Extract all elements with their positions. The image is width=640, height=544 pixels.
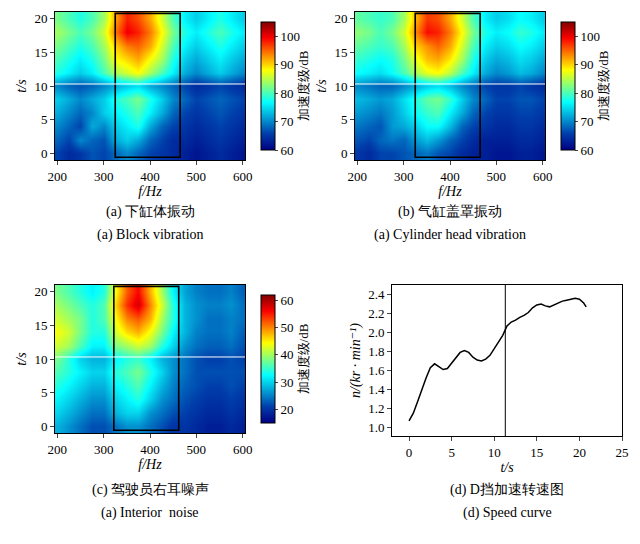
svg-text:(c) 驾驶员右耳噪声: (c) 驾驶员右耳噪声 [92,482,209,498]
svg-text:10: 10 [34,79,47,94]
svg-text:20: 20 [334,11,347,26]
svg-text:20: 20 [34,11,47,26]
svg-text:200: 200 [48,442,68,457]
svg-text:200: 200 [348,169,368,184]
svg-text:f/Hz: f/Hz [438,184,462,199]
svg-text:f/Hz: f/Hz [138,457,162,472]
svg-text:t/s: t/s [14,79,29,93]
svg-text:90: 90 [281,57,294,72]
svg-text:(d) Speed curve: (d) Speed curve [463,505,552,521]
svg-text:500: 500 [487,169,507,184]
svg-text:5: 5 [41,385,48,400]
svg-text:t/s: t/s [314,79,329,93]
svg-text:0: 0 [41,419,48,434]
svg-text:80: 80 [581,86,594,101]
svg-text:50: 50 [281,320,294,335]
svg-text:300: 300 [94,442,114,457]
svg-text:n/(kr · min⁻¹): n/(kr · min⁻¹) [348,323,364,398]
svg-text:1.8: 1.8 [368,344,384,359]
svg-text:300: 300 [94,169,114,184]
svg-text:t/s: t/s [500,460,514,475]
svg-text:0: 0 [41,146,48,161]
svg-text:200: 200 [48,169,68,184]
svg-text:15: 15 [334,45,347,60]
svg-text:90: 90 [581,57,594,72]
svg-text:(a) 下缸体振动: (a) 下缸体振动 [106,204,195,220]
svg-text:60: 60 [281,143,294,158]
svg-text:40: 40 [281,347,294,362]
svg-text:25: 25 [616,445,629,460]
svg-text:10: 10 [488,445,501,460]
svg-text:1.2: 1.2 [368,401,384,416]
svg-text:(a) Block vibration: (a) Block vibration [97,227,204,243]
svg-text:5: 5 [341,112,348,127]
svg-text:20: 20 [281,402,294,417]
svg-text:20: 20 [573,445,586,460]
svg-text:70: 70 [281,114,294,129]
svg-text:(a) Cylinder head vibration: (a) Cylinder head vibration [374,227,526,243]
svg-text:10: 10 [34,352,47,367]
svg-text:400: 400 [440,169,460,184]
svg-text:100: 100 [281,29,301,44]
svg-text:15: 15 [530,445,543,460]
svg-text:70: 70 [581,114,594,129]
svg-text:f/Hz: f/Hz [138,184,162,199]
svg-text:1.0: 1.0 [368,420,384,435]
svg-text:5: 5 [448,445,455,460]
svg-text:(a) Interior noise: (a) Interior noise [101,505,199,521]
svg-text:500: 500 [187,442,207,457]
svg-text:60: 60 [581,143,594,158]
svg-text:加速度级/dB: 加速度级/dB [296,50,311,121]
svg-text:2.4: 2.4 [368,287,385,302]
svg-text:(d) D挡加速转速图: (d) D挡加速转速图 [450,482,564,498]
svg-text:1.6: 1.6 [368,363,385,378]
svg-text:加速度级/dB: 加速度级/dB [596,50,611,121]
svg-text:500: 500 [187,169,207,184]
svg-text:600: 600 [533,169,553,184]
svg-text:5: 5 [41,112,48,127]
svg-text:600: 600 [233,442,253,457]
svg-text:400: 400 [140,169,160,184]
svg-text:1.4: 1.4 [368,382,385,397]
svg-text:30: 30 [281,375,294,390]
svg-text:400: 400 [140,442,160,457]
svg-text:2.2: 2.2 [368,306,384,321]
svg-text:15: 15 [34,45,47,60]
svg-text:t/s: t/s [14,352,29,366]
svg-text:600: 600 [233,169,253,184]
svg-text:0: 0 [406,445,413,460]
svg-text:10: 10 [334,79,347,94]
svg-text:20: 20 [34,284,47,299]
svg-text:300: 300 [394,169,414,184]
svg-text:100: 100 [581,29,601,44]
svg-text:60: 60 [281,293,294,308]
svg-text:0: 0 [341,146,348,161]
svg-text:80: 80 [281,86,294,101]
svg-text:15: 15 [34,318,47,333]
svg-text:(b) 气缸盖罩振动: (b) 气缸盖罩振动 [398,204,502,220]
svg-text:2.0: 2.0 [368,325,384,340]
svg-text:加速度级/dB: 加速度级/dB [296,323,311,394]
